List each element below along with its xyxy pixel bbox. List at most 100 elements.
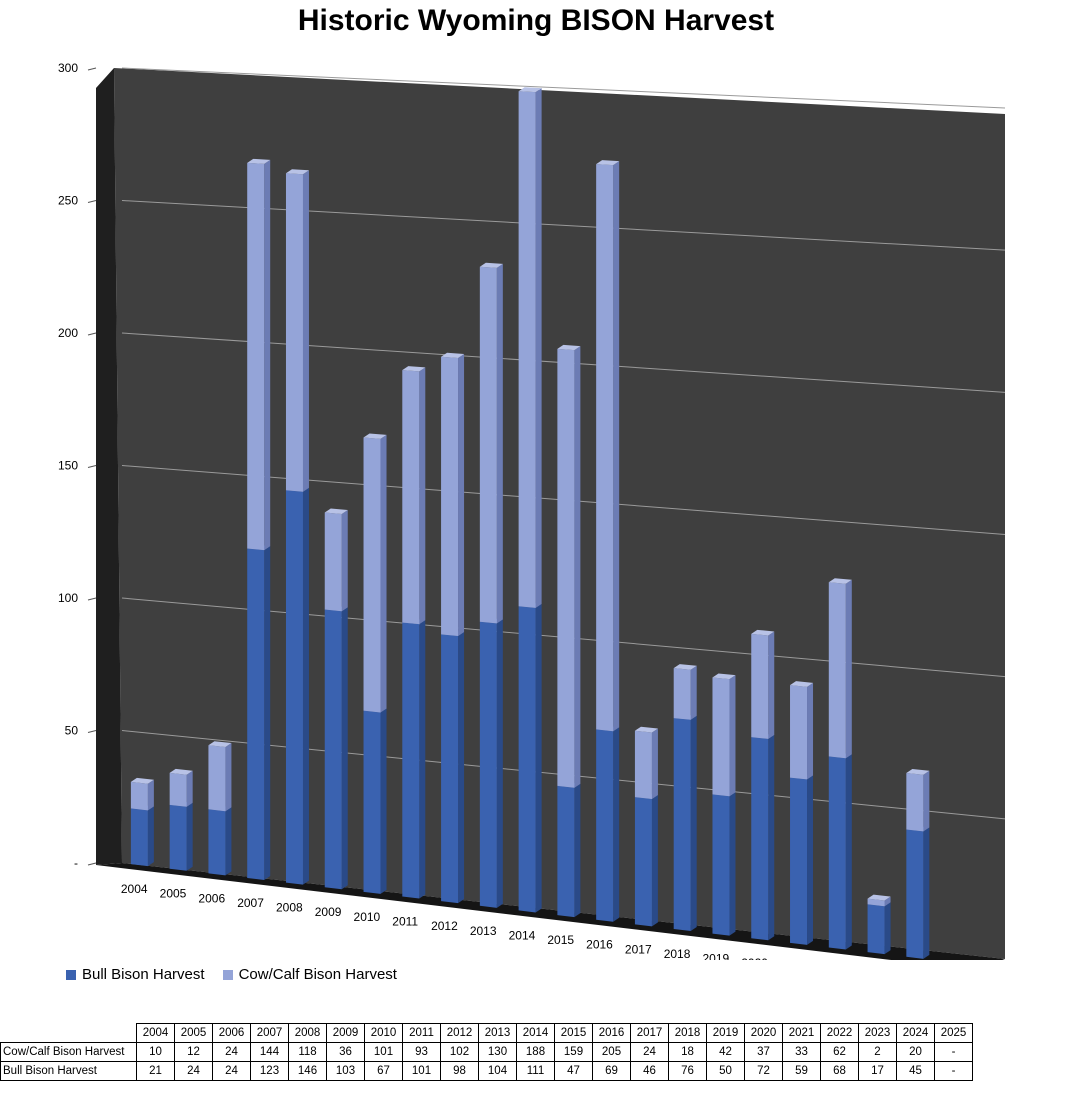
table-cell-bull: 146	[288, 1061, 327, 1081]
table-header-cell: 2006	[212, 1023, 251, 1043]
bar-cowcalf-2015	[557, 348, 575, 788]
table-rowhead-cowcalf: Cow/Calf Bison Harvest	[0, 1042, 137, 1062]
x-tick-label: 2010	[354, 910, 381, 924]
bar-cowcalf-2008-top	[285, 169, 309, 175]
bar-bull-2010-side	[380, 708, 387, 894]
bar-bull-2022	[828, 756, 846, 950]
bar-bull-2004-side	[147, 806, 154, 867]
bar-cowcalf-2019-side	[729, 675, 736, 797]
bar-cowcalf-2010	[363, 437, 381, 713]
table-cell-cowcalf: 37	[744, 1042, 783, 1062]
x-tick-label: 2005	[160, 887, 187, 901]
bar-cowcalf-2016-top	[596, 160, 620, 166]
bar-cowcalf-2006	[208, 745, 226, 812]
table-header-cell: 2014	[516, 1023, 555, 1043]
bar-bull-2014-side	[535, 603, 542, 913]
table-row-cowcalf: Cow/Calf Bison Harvest 10 12 24 144 118 36 101…	[0, 1042, 973, 1062]
bar-bull-2011	[402, 622, 420, 899]
table-header-cell: 2023	[858, 1023, 897, 1043]
x-tick-label: 2019	[702, 952, 729, 960]
bar-cowcalf-2016	[596, 164, 614, 732]
bar-cowcalf-2024-side	[923, 770, 930, 832]
x-tick-label: 2012	[431, 919, 458, 933]
bar-bull-2012-side	[458, 632, 465, 904]
chart-legend: Bull Bison Harvest Cow/Calf Bison Harves…	[66, 966, 397, 983]
gridline	[121, 67, 1006, 109]
bar-bull-2019	[712, 794, 730, 936]
y-tick-mark	[87, 597, 97, 601]
y-tick-mark	[87, 200, 97, 203]
x-tick-label: 2009	[315, 905, 342, 919]
bar-cowcalf-2024	[906, 772, 924, 832]
table-cell-bull: 68	[820, 1061, 859, 1081]
table-cell-bull: 123	[250, 1061, 289, 1081]
bar-bull-2023-side	[884, 902, 891, 955]
table-cell-cowcalf: -	[934, 1042, 973, 1062]
table-corner	[1, 1024, 137, 1043]
bar-bull-2020-side	[768, 734, 775, 941]
table-cell-bull: 50	[706, 1061, 745, 1081]
table-cell-cowcalf: 18	[668, 1042, 707, 1062]
bar-bull-2021	[790, 777, 808, 945]
table-cell-cowcalf: 93	[402, 1042, 441, 1062]
bar-bull-2008	[285, 490, 303, 885]
table-header-cell: 2009	[326, 1023, 365, 1043]
bar-cowcalf-2009-top	[324, 508, 348, 515]
bar-cowcalf-2018	[673, 668, 691, 720]
table-cell-bull: 45	[896, 1061, 935, 1081]
bar-cowcalf-2018-side	[690, 665, 697, 720]
table-cell-bull: 111	[516, 1061, 555, 1081]
bar-cowcalf-2008-side	[302, 170, 309, 492]
bar-cowcalf-2021-top	[790, 681, 814, 687]
bar-cowcalf-2011	[402, 370, 420, 625]
bar-bull-2024-side	[923, 827, 930, 959]
bar-cowcalf-2014-top	[518, 87, 542, 93]
table-cell-cowcalf: 33	[782, 1042, 821, 1062]
bar-bull-2020	[751, 737, 769, 941]
x-tick-label: 2004	[121, 882, 148, 896]
y-tick-label: 50	[65, 724, 79, 738]
bar-cowcalf-2022-side	[845, 579, 852, 759]
table-header-cell: 2011	[402, 1023, 441, 1043]
table-header-cell: 2021	[782, 1023, 821, 1043]
table-cell-cowcalf: 118	[288, 1042, 327, 1062]
legend-label-bull: Bull Bison Harvest	[82, 966, 205, 983]
bar-cowcalf-2019-top	[712, 673, 736, 680]
table-cell-bull: 67	[364, 1061, 403, 1081]
bar-bull-2013-side	[496, 619, 503, 908]
table-cell-bull: 47	[554, 1061, 593, 1081]
bar-cowcalf-2020	[751, 633, 769, 739]
bar-bull-2021-side	[807, 775, 814, 945]
table-cell-cowcalf: 62	[820, 1042, 859, 1062]
table-header-cell: 2024	[896, 1023, 935, 1043]
table-cell-cowcalf: 24	[630, 1042, 669, 1062]
table-header-cell: 2005	[174, 1023, 213, 1043]
legend-item-cowcalf: Cow/Calf Bison Harvest	[222, 966, 397, 983]
bar-cowcalf-2011-top	[402, 366, 426, 372]
table-cell-cowcalf: 12	[174, 1042, 213, 1062]
bar-cowcalf-2023-side	[884, 896, 891, 907]
legend-swatch-bull	[66, 969, 76, 980]
bar-bull-2017	[634, 797, 652, 927]
bar-bull-2009-side	[341, 607, 348, 890]
plot-side-wall	[96, 68, 122, 865]
bar-cowcalf-2012-top	[441, 352, 465, 358]
bar-cowcalf-2013	[479, 266, 497, 624]
bar-cowcalf-2016-side	[613, 161, 620, 732]
bar-bull-2012	[441, 634, 459, 904]
bar-cowcalf-2014	[518, 91, 536, 608]
bison-harvest-chart: 300 250 200 150 100 50 - 2004 2005 2006 2007 2008 20…	[58, 61, 1006, 960]
table-header-cell: 2010	[364, 1023, 403, 1043]
y-tick-mark	[87, 465, 97, 468]
bar-cowcalf-2012	[441, 356, 459, 637]
x-tick-label: 2013	[470, 924, 497, 938]
bar-bull-2007	[247, 548, 265, 881]
bar-bull-2023	[867, 904, 885, 955]
bar-cowcalf-2010-side	[380, 434, 387, 713]
legend-label-cowcalf: Cow/Calf Bison Harvest	[238, 966, 397, 983]
legend-swatch-cowcalf	[222, 969, 233, 980]
bar-bull-2006-side	[225, 807, 232, 876]
bar-bull-2008-side	[302, 487, 309, 885]
bar-bull-2024	[906, 829, 924, 959]
bar-bull-2014	[518, 606, 536, 913]
